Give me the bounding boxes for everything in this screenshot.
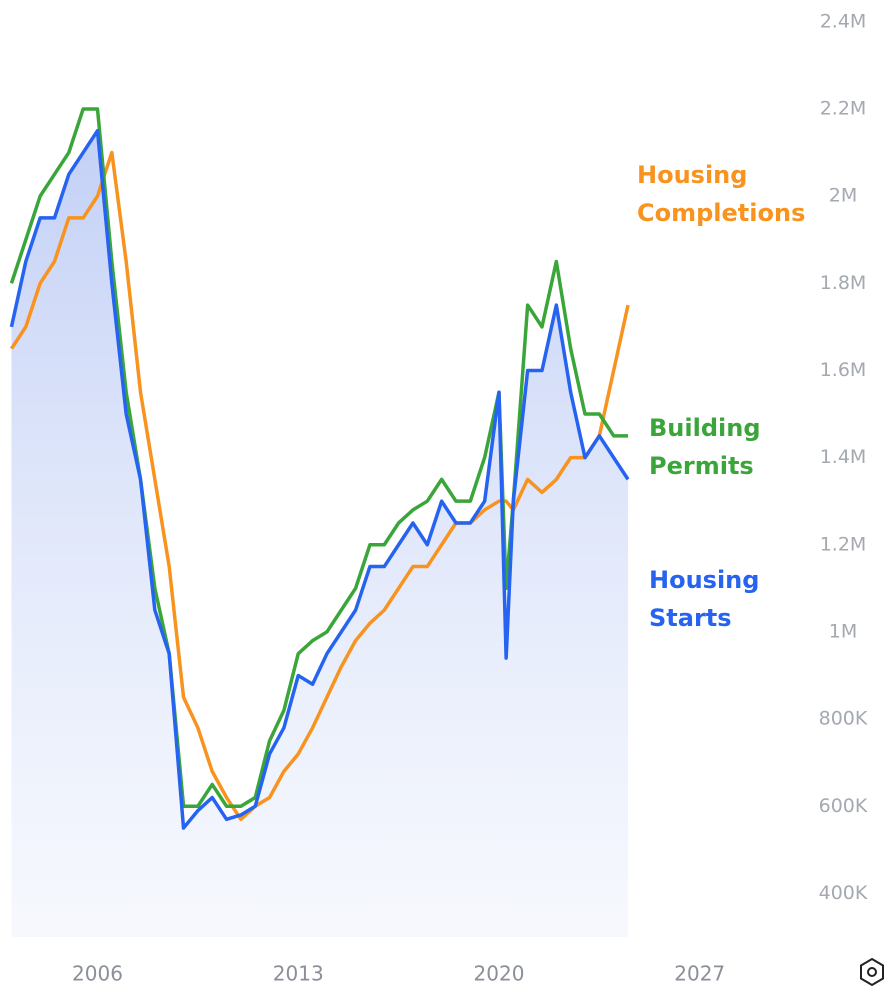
y-tick-label: 1M — [829, 620, 857, 642]
y-tick-label: 1.2M — [820, 533, 867, 555]
y-tick-label: 1.6M — [820, 359, 867, 381]
area — [11, 130, 629, 937]
series-label: Housing Completions — [637, 161, 805, 227]
y-tick-label: 2.4M — [820, 10, 867, 32]
y-tick-label: 2M — [829, 185, 857, 207]
x-tick-label: 2020 — [474, 962, 525, 986]
series-label: Housing Starts — [649, 566, 759, 632]
y-tick-label: 1.8M — [820, 272, 867, 294]
y-tick-label: 400K — [819, 882, 868, 904]
series-line — [9, 128, 630, 830]
settings-icon[interactable] — [860, 957, 884, 987]
series-line — [9, 107, 629, 809]
x-tick-label: 2027 — [674, 962, 725, 986]
series-label: Building Permits — [649, 414, 761, 480]
x-tick-label: 2013 — [273, 962, 324, 986]
y-tick-label: 600K — [819, 795, 868, 817]
y-tick-label: 1.4M — [820, 446, 867, 468]
y-tick-label: 2.2M — [820, 97, 867, 119]
series-line — [10, 150, 630, 822]
x-tick-label: 2006 — [72, 962, 123, 986]
y-tick-label: 800K — [819, 708, 868, 730]
